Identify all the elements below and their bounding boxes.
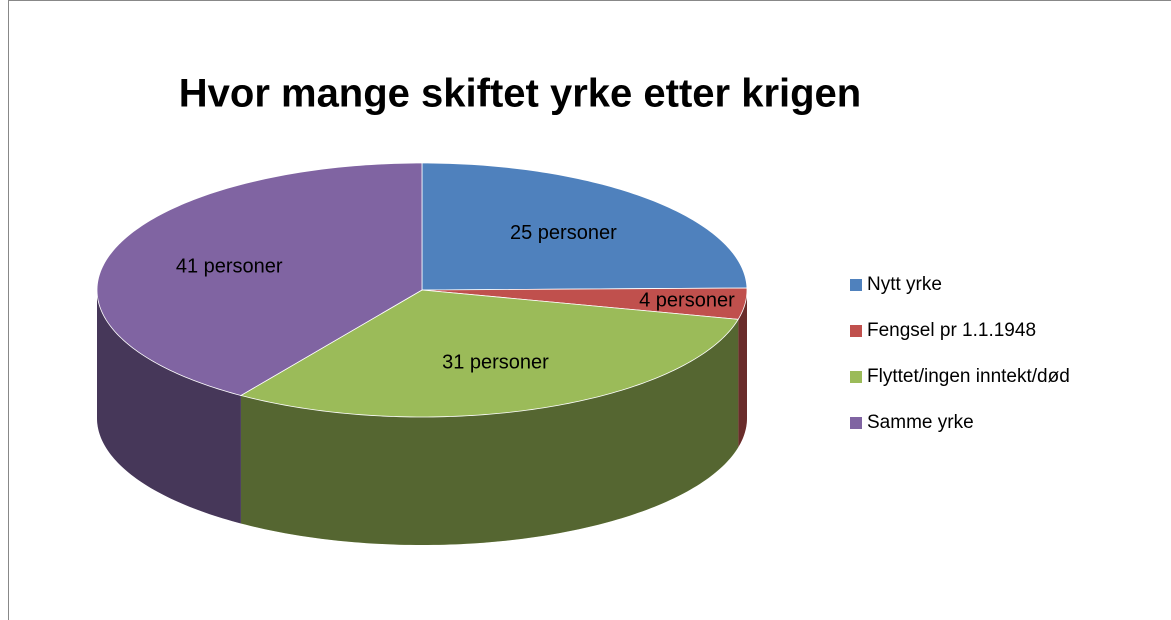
legend-label: Nytt yrke	[867, 274, 942, 295]
legend-label: Flyttet/ingen inntekt/død	[867, 366, 1070, 387]
slice	[239, 289, 739, 418]
legend-swatch	[850, 325, 862, 337]
slice-side-shade	[240, 319, 739, 545]
legend-swatch	[850, 279, 862, 291]
slice	[421, 162, 748, 291]
slice-side	[240, 319, 739, 545]
legend-label: Samme yrke	[867, 412, 974, 433]
data-label: 4 personer	[639, 290, 735, 312]
legend-swatch	[850, 371, 862, 383]
data-label: 41 personer	[176, 255, 283, 277]
slice-side-shade	[738, 290, 747, 448]
data-label: 25 personer	[510, 222, 617, 244]
slice	[421, 287, 748, 320]
data-label: 31 personer	[442, 352, 549, 374]
legend-label: Fengsel pr 1.1.1948	[867, 320, 1036, 341]
chart-title: Hvor mange skiftet yrke etter krigen	[179, 72, 861, 116]
slice-side	[738, 290, 747, 448]
legend-swatch	[850, 417, 862, 429]
slice	[96, 162, 423, 396]
